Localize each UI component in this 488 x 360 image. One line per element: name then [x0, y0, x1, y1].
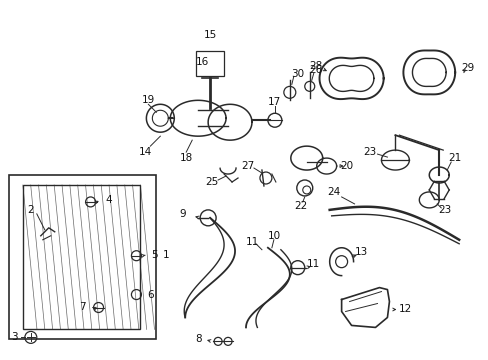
Text: 1: 1 [163, 250, 169, 260]
Text: 28: 28 [308, 62, 322, 71]
Bar [9, 175, 156, 339]
Text: 9: 9 [179, 209, 185, 219]
Text: 20: 20 [339, 161, 352, 171]
Text: 30: 30 [291, 69, 304, 80]
Text: 2: 2 [27, 205, 34, 215]
Text: 6: 6 [147, 289, 153, 300]
Text: 27: 27 [241, 161, 254, 171]
Text: 13: 13 [354, 247, 367, 257]
Text: 23: 23 [438, 205, 451, 215]
Text: 18: 18 [179, 153, 192, 163]
Text: 19: 19 [142, 95, 155, 105]
Text: 4: 4 [105, 195, 112, 205]
Text: 24: 24 [326, 187, 340, 197]
Text: 26: 26 [308, 66, 322, 76]
Text: 8: 8 [195, 334, 201, 345]
Text: 17: 17 [268, 97, 281, 107]
Text: 11: 11 [245, 237, 258, 247]
Text: 25: 25 [205, 177, 218, 187]
Text: 7: 7 [79, 302, 86, 311]
Text: 23: 23 [362, 147, 375, 157]
Text: 15: 15 [203, 30, 216, 40]
Text: 11: 11 [306, 259, 320, 269]
Bar [23, 185, 140, 329]
Text: 22: 22 [294, 201, 307, 211]
Text: 29: 29 [461, 63, 474, 73]
Text: 21: 21 [447, 153, 461, 163]
Text: 3: 3 [12, 332, 18, 342]
Text: 14: 14 [139, 147, 152, 157]
Text: 5: 5 [151, 250, 157, 260]
Text: 12: 12 [398, 305, 411, 315]
Bar [23, 185, 140, 329]
Bar [196, 50, 224, 76]
Text: 10: 10 [267, 231, 280, 241]
Text: 16: 16 [195, 58, 208, 67]
